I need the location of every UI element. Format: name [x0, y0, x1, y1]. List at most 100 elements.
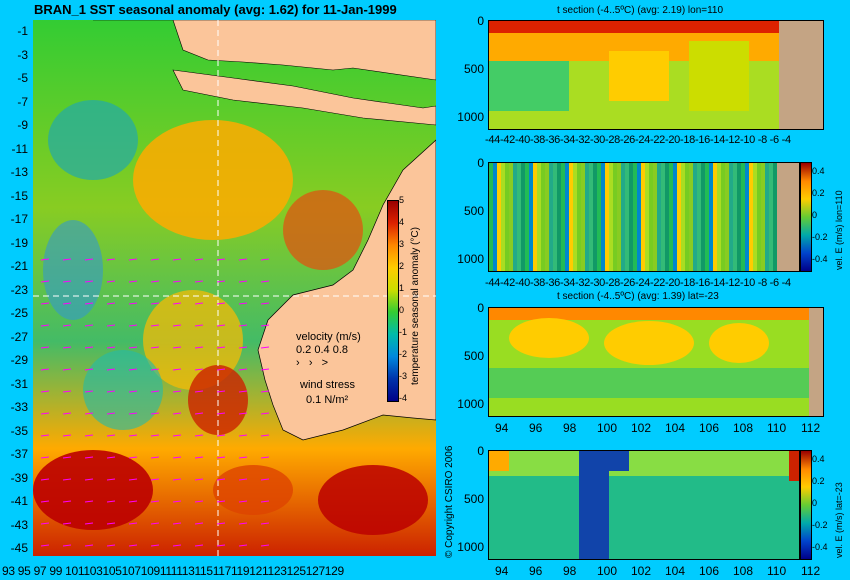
- lat-tick-label: -7: [17, 94, 28, 109]
- velocity-stripe: [701, 163, 705, 271]
- panel-x-tick-label: 106: [699, 564, 720, 578]
- wind-vector: [62, 522, 72, 525]
- wind-vector: [62, 412, 72, 415]
- velocity-stripe: [689, 163, 693, 271]
- velocity-stripe: [705, 163, 709, 271]
- panel-colorbar-tick: 0: [812, 210, 818, 220]
- wind-vector: [84, 390, 94, 393]
- wind-vector: [150, 324, 160, 327]
- velocity-stripe: [653, 163, 657, 271]
- wind-vector: [84, 280, 94, 283]
- wind-vector: [128, 544, 138, 547]
- wind-vector: [84, 324, 94, 327]
- wind-vector: [128, 456, 138, 459]
- velocity-stripe: [525, 163, 529, 271]
- wind-vector: [172, 324, 182, 327]
- wind-vector: [172, 368, 182, 371]
- velocity-stripe: [677, 163, 681, 271]
- colorbar-tick-label: -2: [399, 349, 408, 359]
- panel-x-tick-label: 110: [767, 421, 787, 435]
- lat-tick-label: -13: [10, 165, 28, 179]
- velocity-stripe: [601, 163, 605, 271]
- panel-x-tick-label: 108: [733, 421, 754, 435]
- wind-vector: [40, 478, 50, 481]
- wind-vector: [150, 302, 160, 305]
- wind-vector: [106, 456, 116, 459]
- panel-x-tick-label: 104: [665, 421, 686, 435]
- velocity-stripe: [773, 163, 777, 271]
- wind-vector: [40, 522, 50, 525]
- wind-vector: [84, 346, 94, 349]
- land-java: [172, 69, 436, 126]
- velocity-stripe: [645, 163, 649, 271]
- wind-vector: [260, 500, 270, 503]
- wind-vector: [128, 346, 138, 349]
- panel-x-tick-label: 112: [801, 564, 821, 578]
- panel-colorbar-tick: -0.2: [812, 520, 828, 530]
- panel-colorbar-label: vel. E (m/s) lon=110: [834, 190, 844, 270]
- wind-vector: [172, 412, 182, 415]
- lat-tick-label: -9: [17, 118, 28, 132]
- wind-vector: [194, 412, 204, 415]
- wind-vector: [150, 456, 160, 459]
- wind-vector: [216, 412, 226, 415]
- wind-vector: [40, 390, 50, 393]
- colorbar-tick-label: 1: [399, 283, 405, 293]
- wind-vector: [84, 522, 94, 525]
- velocity-stripe: [557, 163, 561, 271]
- velocity-stripe: [685, 163, 689, 271]
- wind-vector: [40, 544, 50, 547]
- wind-vector: [106, 280, 116, 283]
- wind-vector: [128, 302, 138, 305]
- wind-vector: [216, 456, 226, 459]
- panel-y-tick-label: 500: [463, 62, 484, 76]
- panel-colorbar-tick: 0.2: [812, 188, 825, 198]
- velocity-arrows: › › >: [296, 357, 329, 369]
- wind-vector: [106, 500, 116, 503]
- panel2-x-axis: -44-42-40-38-36-34-32-30-28-26-24-22-20-…: [485, 277, 791, 289]
- wind-vector: [172, 456, 182, 459]
- wind-vector: [150, 500, 160, 503]
- wind-vector: [194, 302, 204, 305]
- wind-vector: [84, 412, 94, 415]
- panel-colorbar-tick: -0.2: [812, 232, 828, 242]
- wind-vector: [260, 390, 270, 393]
- lat-tick-label: -31: [10, 376, 28, 391]
- velocity-stripe: [733, 163, 737, 271]
- wind-vector: [216, 324, 226, 327]
- wind-vector: [216, 302, 226, 305]
- velocity-stripe: [537, 163, 541, 271]
- wind-vector: [62, 346, 72, 349]
- velocity-stripe: [717, 163, 721, 271]
- wind-vector: [150, 544, 160, 547]
- wind-vector: [260, 302, 270, 305]
- panel-x-tick-label: 100: [597, 564, 618, 578]
- lat-tick-label: -39: [10, 470, 28, 485]
- velocity-stripe: [553, 163, 557, 271]
- wind-vector: [194, 390, 204, 393]
- wind-vector: [62, 258, 72, 261]
- velocity-stripe: [765, 163, 769, 271]
- wind-vector: [238, 456, 248, 459]
- wind-vector: [216, 368, 226, 371]
- panel-x-tick-label: 106: [699, 421, 720, 435]
- velocity-stripe: [737, 163, 741, 271]
- wind-vector: [106, 434, 116, 437]
- panel-colorbar: [800, 450, 812, 560]
- colorbar-tick-label: 5: [399, 195, 405, 205]
- velocity-stripe: [721, 163, 725, 271]
- panel3-temp-section-lat: [488, 307, 824, 417]
- wind-vector: [40, 324, 50, 327]
- wind-vector: [172, 522, 182, 525]
- wind-vector: [106, 522, 116, 525]
- wind-vector: [238, 412, 248, 415]
- panel-y-tick-label: 1000: [457, 252, 484, 266]
- wind-vector: [216, 346, 226, 349]
- wind-vector: [106, 346, 116, 349]
- velocity-stripe: [749, 163, 753, 271]
- velocity-stripe: [709, 163, 713, 271]
- velocity-stripe: [505, 163, 509, 271]
- velocity-stripe: [493, 163, 497, 271]
- panel1-x-axis: -44-42-40-38-36-34-32-30-28-26-24-22-20-…: [485, 134, 791, 146]
- wind-vector: [216, 390, 226, 393]
